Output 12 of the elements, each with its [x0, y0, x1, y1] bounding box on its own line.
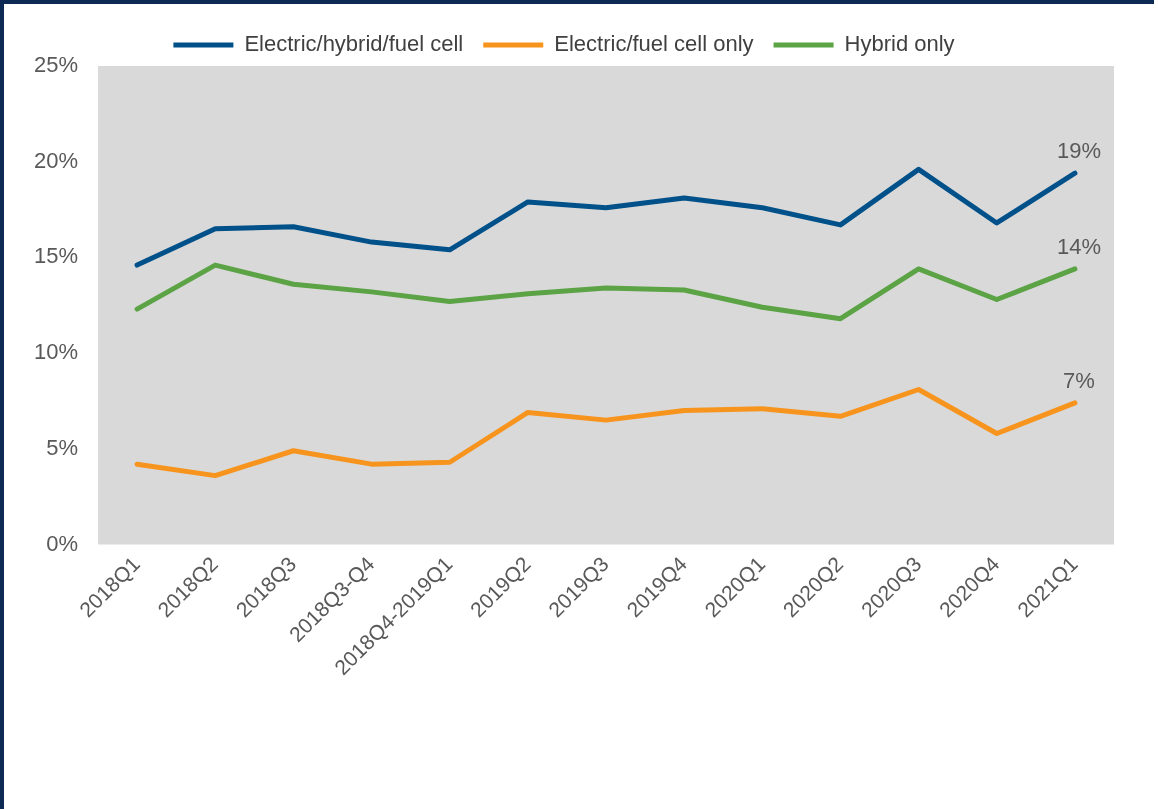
data-label: 14% — [1056, 233, 1101, 259]
legend-label: Electric/hybrid/fuel cell — [244, 31, 464, 57]
y-tick-label: 15% — [33, 243, 79, 269]
data-label: 7% — [1063, 367, 1095, 393]
y-tick-label: 10% — [33, 339, 79, 365]
legend-label: Electric/fuel cell only — [554, 31, 754, 57]
y-tick-label: 5% — [46, 434, 79, 460]
legend-label: Hybrid only — [844, 31, 955, 57]
y-tick-label: 0% — [46, 530, 79, 556]
y-tick-label: 20% — [33, 147, 79, 173]
data-label: 19% — [1056, 138, 1101, 164]
y-tick-label: 25% — [33, 52, 79, 78]
